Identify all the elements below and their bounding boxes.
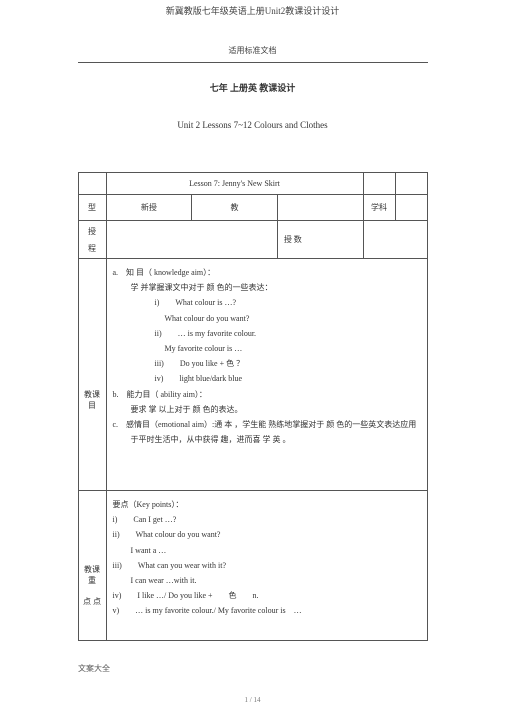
table-row: 型 新授 教 学科 (78, 195, 427, 221)
kp-iii-b: I can wear …with it. (113, 573, 421, 588)
goals-label-cell: 教课 目 (78, 259, 106, 491)
cell-type-value: 新授 (106, 195, 192, 221)
footer-left-text: 文案大全 (78, 663, 110, 674)
cell-subject-value (395, 195, 427, 221)
cell-empty (106, 221, 277, 259)
goal-a-intro: 学 并掌握课文中对于 颜 色的一些表达： (113, 280, 421, 295)
cell-period-label: 授 程 (78, 221, 106, 259)
keypoints-label-cell: 教课重 点 点 (78, 491, 106, 641)
goal-b-body: 要求 掌 以上对于 颜 色的表达。 (113, 402, 421, 417)
goal-a-ii-b: My favorite colour is … (113, 341, 421, 356)
kp-iv: iv) I like …/ Do you like + 色 n. (113, 588, 421, 603)
goal-a-iii: iii) Do you like + 色 ？ (113, 356, 421, 371)
goal-a-iv: iv) light blue/dark blue (113, 371, 421, 386)
goal-b-head: b. 能力目（ ability aim）： (113, 387, 421, 402)
cell-count-value (363, 221, 427, 259)
goal-a-i: i) What colour is …? (113, 295, 421, 310)
lesson-table-wrap: Lesson 7: Jenny's New Skirt 型 新授 教 学科 授 … (78, 172, 428, 641)
kp-ii: ii) What colour do you want? (113, 527, 421, 542)
lesson-table: Lesson 7: Jenny's New Skirt 型 新授 教 学科 授 … (78, 172, 428, 641)
goals-content-cell: a. 知 目（ knowledge aim）： 学 并掌握课文中对于 颜 色的一… (106, 259, 427, 491)
goal-c-body: 于平时生活中，从中获得 趣，进而喜 学 英 。 (113, 432, 421, 447)
main-title: 七年 上册英 教课设计 (0, 81, 505, 94)
cell-teach-label: 教 (192, 195, 278, 221)
goal-c-head: c. 感情目（emotional aim）:通 本 ，学生能 熟练地掌握对于 颜… (113, 417, 421, 432)
kp-iii: iii) What can you wear with it? (113, 558, 421, 573)
kp-head: 要点（Key points）： (113, 497, 421, 512)
table-row: 授 程 授 数 (78, 221, 427, 259)
goal-a-ii: ii) … is my favorite colour. (113, 326, 421, 341)
header-rule (78, 62, 428, 63)
doc-header-title: 新冀教版七年级英语上册Unit2教课设计设计 (0, 0, 505, 17)
goal-a-head: a. 知 目（ knowledge aim）： (113, 265, 421, 280)
doc-sub-header: 适用标准文档 (0, 45, 505, 56)
cell-empty (277, 195, 363, 221)
table-row-goals: 教课 目 a. 知 目（ knowledge aim）： 学 并掌握课文中对于 … (78, 259, 427, 491)
cell-type-label: 型 (78, 195, 106, 221)
kp-ii-b: I want a … (113, 543, 421, 558)
goal-a-i-b: What colour do you want? (113, 311, 421, 326)
lesson-title-cell: Lesson 7: Jenny's New Skirt (106, 173, 363, 195)
cell-count-label: 授 数 (277, 221, 363, 259)
keypoints-content-cell: 要点（Key points）： i) Can I get …? ii) What… (106, 491, 427, 641)
unit-title: Unit 2 Lessons 7~12 Colours and Clothes (0, 120, 505, 130)
cell-subject-label: 学科 (363, 195, 395, 221)
table-row-keypoints: 教课重 点 点 要点（Key points）： i) Can I get …? … (78, 491, 427, 641)
table-row: Lesson 7: Jenny's New Skirt (78, 173, 427, 195)
kp-i: i) Can I get …? (113, 512, 421, 527)
footer-page-number: 1 / 14 (0, 696, 505, 704)
kp-v: v) … is my favorite colour./ My favorite… (113, 603, 421, 618)
